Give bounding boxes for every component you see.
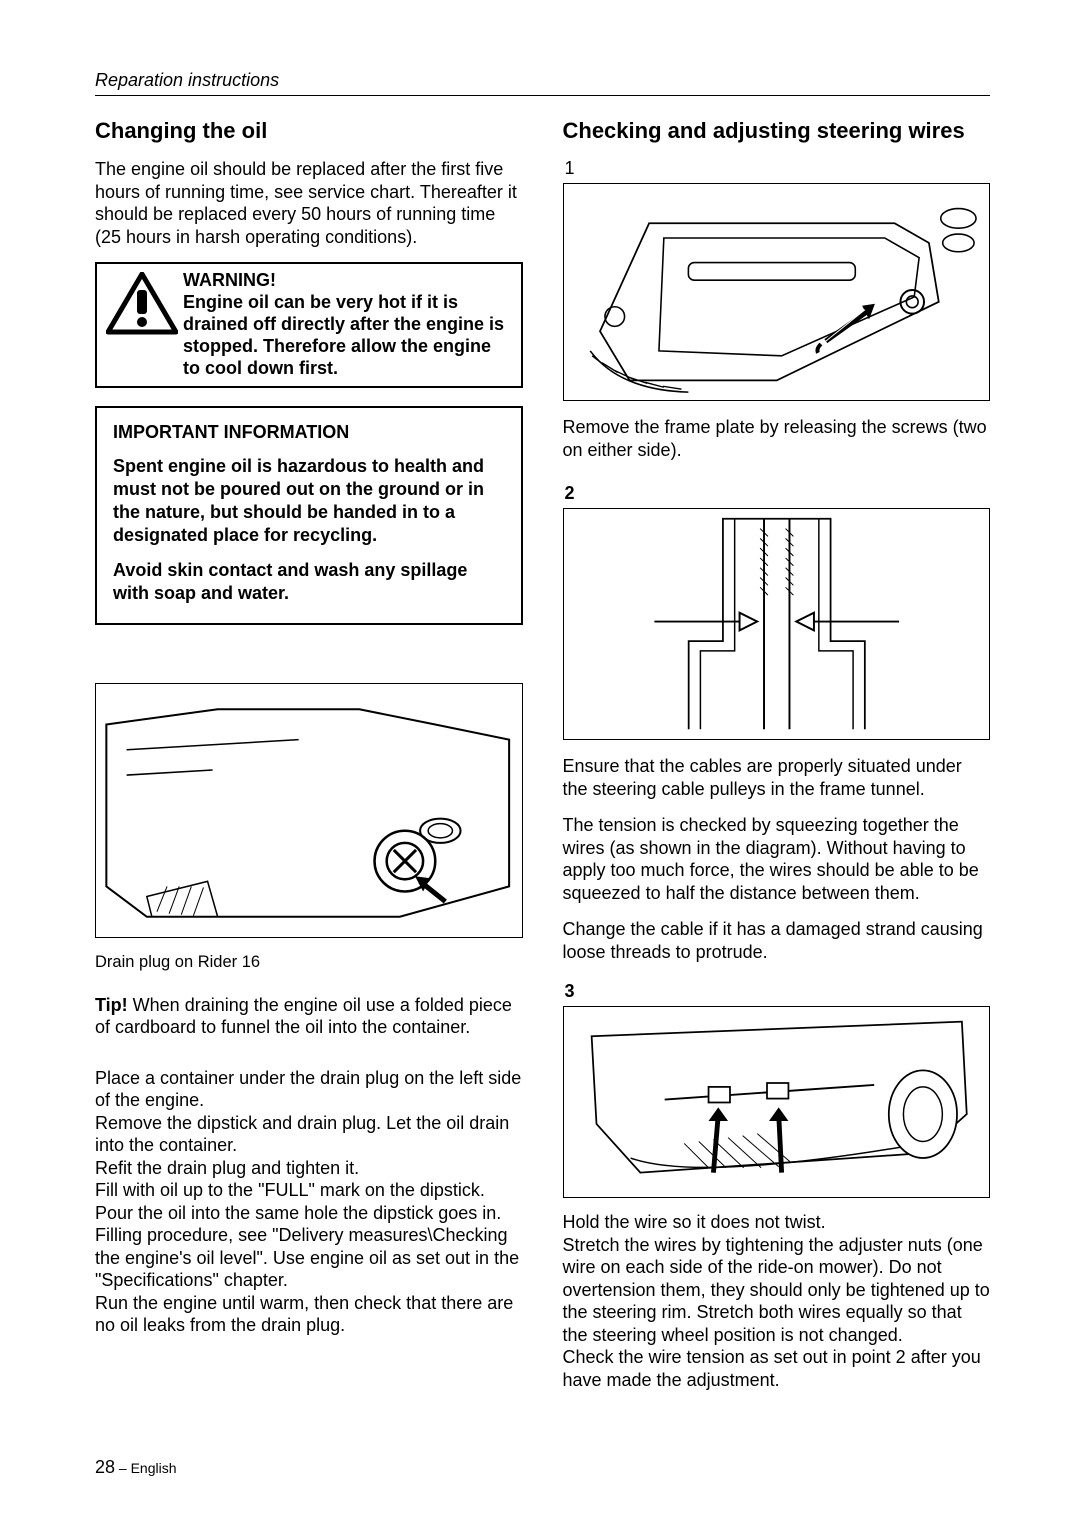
fig2-p3: Change the cable if it has a damaged str… bbox=[563, 918, 991, 963]
info-body-1: Spent engine oil is hazardous to health … bbox=[113, 455, 505, 547]
drain-plug-caption: Drain plug on Rider 16 bbox=[95, 953, 523, 972]
left-column: Changing the oil The engine oil should b… bbox=[95, 118, 523, 1405]
drain-plug-figure bbox=[95, 683, 523, 938]
cable-tension-figure bbox=[563, 508, 991, 740]
important-info-box: IMPORTANT INFORMATION Spent engine oil i… bbox=[95, 406, 523, 625]
left-section-title: Changing the oil bbox=[95, 118, 523, 144]
fig2-p1: Ensure that the cables are properly situ… bbox=[563, 755, 991, 800]
tip-body: When draining the engine oil use a folde… bbox=[95, 995, 512, 1038]
info-body-2: Avoid skin contact and wash any spillage… bbox=[113, 559, 505, 605]
warning-box: WARNING! Engine oil can be very hot if i… bbox=[95, 262, 523, 388]
fig3-caption: Hold the wire so it does not twist. Stre… bbox=[563, 1211, 991, 1391]
page-footer: 28 – English bbox=[95, 1457, 990, 1478]
info-title: IMPORTANT INFORMATION bbox=[113, 422, 505, 443]
right-column: Checking and adjusting steering wires 1 bbox=[563, 118, 991, 1405]
fig1-number: 1 bbox=[565, 158, 991, 179]
frame-plate-figure bbox=[563, 183, 991, 401]
fig1-caption: Remove the frame plate by releasing the … bbox=[563, 416, 991, 461]
warning-title: WARNING! bbox=[183, 270, 511, 292]
tip-label: Tip! bbox=[95, 995, 128, 1015]
fig2-number: 2 bbox=[565, 483, 991, 504]
warning-body: Engine oil can be very hot if it is drai… bbox=[183, 292, 504, 378]
adjuster-nut-figure bbox=[563, 1006, 991, 1198]
page-lang: – English bbox=[115, 1460, 176, 1476]
fig3-number: 3 bbox=[565, 981, 991, 1002]
fig2-p2: The tension is checked by squeezing toge… bbox=[563, 814, 991, 904]
page-number: 28 bbox=[95, 1457, 115, 1477]
left-steps: Place a container under the drain plug o… bbox=[95, 1067, 523, 1337]
warning-icon bbox=[106, 272, 178, 336]
left-intro: The engine oil should be replaced after … bbox=[95, 158, 523, 248]
right-section-title: Checking and adjusting steering wires bbox=[563, 118, 991, 144]
tip-paragraph: Tip! When draining the engine oil use a … bbox=[95, 994, 523, 1039]
running-header: Reparation instructions bbox=[95, 70, 990, 96]
